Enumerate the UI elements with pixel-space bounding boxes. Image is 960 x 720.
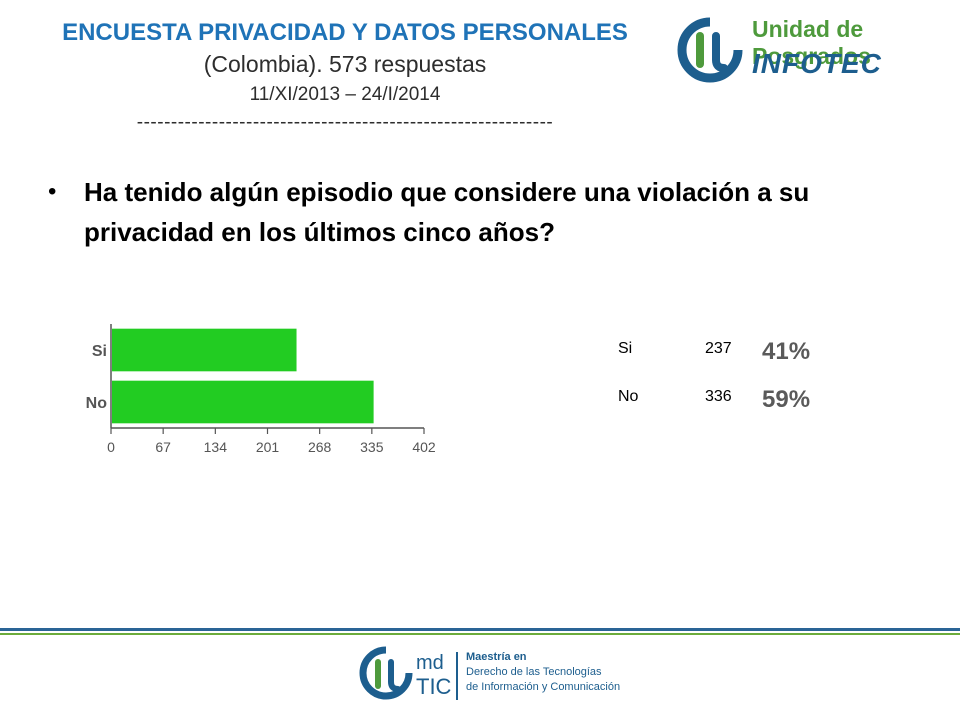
logo-line-derecho: Derecho de las Tecnologías: [466, 666, 602, 678]
question-text: Ha tenido algún episodio que considere u…: [84, 177, 810, 247]
bar-chart: Si No 0 67 134 201 268 335 402: [86, 324, 436, 455]
x-tick-label: 268: [308, 439, 332, 455]
x-tick-label: 134: [204, 439, 228, 455]
stat-label: No: [618, 388, 639, 405]
stat-percent: 41%: [762, 338, 811, 365]
footer-divider-blue: [0, 628, 960, 631]
stat-count: 336: [705, 388, 732, 405]
logo-tic-text: TIC: [416, 674, 452, 699]
mdtic-emblem-icon: [359, 646, 413, 700]
dashed-divider: ----------------------------------------…: [136, 112, 554, 133]
survey-subtitle: (Colombia). 573 respuestas: [203, 51, 487, 77]
x-tick-label: 67: [155, 439, 171, 455]
x-tick-label: 201: [256, 439, 280, 455]
x-tick-label: 0: [107, 439, 115, 455]
stat-label: Si: [618, 340, 633, 357]
logo-line-maestria: Maestría en: [466, 651, 527, 663]
stat-row-si: Si 237 41%: [600, 330, 860, 380]
logo-infotec-text: INFOTEC: [752, 48, 882, 79]
survey-title: ENCUESTA PRIVACIDAD Y DATOS PERSONALES: [62, 19, 628, 46]
logo-separator: [456, 652, 458, 700]
bar-no: [112, 380, 374, 424]
infotec-logo: Unidad de Posgrados INFOTEC: [672, 14, 952, 84]
mdtic-logo: md TIC Maestría en Derecho de las Tecnol…: [358, 644, 658, 708]
x-tick-label: 402: [412, 439, 436, 455]
stat-percent: 59%: [762, 386, 811, 413]
category-label: Si: [92, 343, 107, 360]
x-tick-label: 335: [360, 439, 384, 455]
stat-count: 237: [705, 340, 732, 357]
bullet-icon: •: [48, 178, 57, 205]
footer-divider-green: [0, 633, 960, 635]
logo-md-text: md: [416, 652, 444, 674]
logo-line-informacion: de Información y Comunicación: [466, 681, 621, 693]
header: ENCUESTA PRIVACIDAD Y DATOS PERSONALES (…: [30, 18, 660, 136]
stat-row-no: No 336 59%: [600, 378, 860, 428]
bar-si: [112, 328, 297, 372]
logo-unidad-text: Unidad de Posgrados: [752, 16, 871, 69]
logo-program-text: Maestría en Derecho de las Tecnologías d…: [466, 650, 620, 695]
survey-dates: 11/XI/2013 – 24/I/2014: [249, 84, 441, 105]
category-label: No: [86, 395, 108, 412]
infotec-emblem-icon: [677, 17, 743, 83]
